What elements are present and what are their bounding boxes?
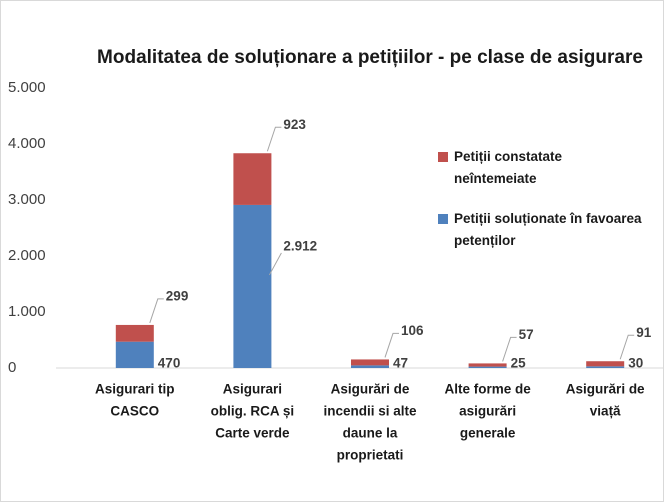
value-label: 2.912 [283,238,317,253]
x-tick-label: Asigurari tip [95,382,175,397]
x-tick-label: proprietati [337,448,404,463]
leader-line [502,336,517,362]
x-tick-label: Alte forme de [444,382,531,397]
leader-line [384,332,399,358]
value-label: 923 [283,117,306,132]
leader-line [266,126,282,152]
y-tick-label: 0 [8,359,16,376]
legend-item: Petiții soluționate în favoarea petențil… [438,208,648,252]
x-tick-label: Asigurări de [566,382,645,397]
legend-swatch [438,152,448,162]
x-tick-label: asigurări [459,404,516,419]
bar-segment [233,153,272,205]
bar-segment [233,204,272,368]
x-tick-label: viață [590,404,621,419]
bar-segment [351,365,389,368]
x-tick-label: Carte verde [215,426,290,441]
legend-swatch [438,214,448,224]
value-label: 47 [393,356,408,371]
value-label: 30 [628,356,643,371]
bar-segment [115,324,154,342]
y-tick-label: 5.000 [8,79,46,96]
x-tick-label: daune la [343,426,398,441]
y-tick-label: 4.000 [8,135,46,152]
value-label: 470 [158,356,181,371]
bar-segment [468,366,507,368]
chart-title: Modalitatea de soluționare a petițiilor … [97,47,643,68]
y-tick-label: 1.000 [8,303,46,320]
x-tick-label: CASCO [110,404,159,419]
y-tick-label: 2.000 [8,247,46,264]
value-label: 91 [636,325,652,340]
x-tick-label: oblig. RCA și [211,404,295,419]
x-tick-label: incendii si alte [323,404,417,419]
x-tick-label: Asigurări de [331,382,410,397]
value-label: 25 [511,356,527,371]
leader-line [268,252,282,276]
legend-label: Petiții constatate neîntemeiate [454,149,563,186]
value-label: 299 [166,288,189,303]
bar-segment [115,341,154,368]
value-label: 106 [401,323,424,338]
leader-line [149,298,164,324]
bar-segment [468,363,507,367]
bar-segment [586,361,625,367]
x-tick-label: Asigurari [223,382,282,397]
value-label: 57 [519,327,534,342]
legend-item: Petiții constatate neîntemeiate [438,146,648,190]
legend-label: Petiții soluționate în favoarea petențil… [454,211,642,248]
bar-segment [586,366,625,368]
x-tick-label: generale [460,426,516,441]
leader-line [619,334,635,360]
y-tick-label: 3.000 [8,191,46,208]
bar-segment [351,359,389,366]
